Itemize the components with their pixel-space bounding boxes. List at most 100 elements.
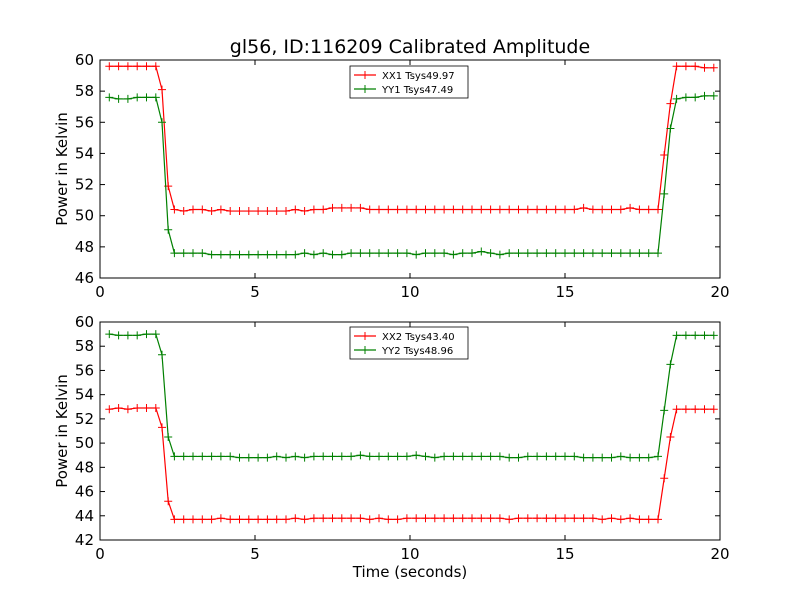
data-point — [468, 249, 476, 258]
data-point — [244, 515, 253, 524]
data-point — [440, 249, 449, 258]
data-point — [365, 515, 374, 524]
data-point — [672, 331, 681, 340]
data-point — [207, 515, 216, 524]
data-point — [309, 514, 318, 523]
data-point — [458, 249, 467, 258]
data-point — [375, 205, 383, 214]
data-point — [164, 225, 173, 234]
data-point — [449, 250, 458, 259]
data-point — [170, 205, 179, 214]
data-point — [486, 205, 495, 214]
data-point — [660, 474, 669, 483]
data-point — [635, 453, 644, 462]
data-point — [272, 250, 281, 259]
data-point — [666, 99, 675, 108]
data-point — [660, 189, 669, 198]
data-point — [495, 205, 504, 214]
x-axis-label: Time (seconds) — [352, 563, 468, 581]
data-point — [449, 452, 458, 461]
data-point — [133, 93, 142, 102]
x-tick-label: 20 — [710, 545, 729, 563]
data-point — [607, 249, 616, 258]
data-point — [672, 405, 681, 414]
legend-label: YY2 Tsys48.96 — [381, 346, 453, 357]
data-point — [291, 452, 300, 461]
data-point — [189, 249, 197, 258]
data-point — [337, 250, 346, 259]
data-point — [309, 205, 318, 214]
data-point — [570, 205, 579, 214]
data-point — [319, 452, 328, 461]
data-point — [570, 249, 579, 258]
data-point — [430, 453, 439, 462]
data-point — [654, 249, 662, 258]
data-point — [282, 515, 290, 524]
data-point — [105, 62, 114, 71]
y-tick-label: 52 — [75, 176, 94, 194]
data-point — [533, 514, 542, 523]
data-point — [300, 515, 309, 524]
data-point — [300, 207, 309, 216]
data-point — [486, 452, 495, 461]
data-point — [514, 249, 523, 258]
data-point — [235, 250, 244, 259]
data-point — [440, 452, 449, 461]
data-point — [533, 249, 542, 258]
data-point — [468, 205, 476, 214]
data-point — [626, 453, 635, 462]
x-tick-label: 15 — [555, 545, 574, 563]
y-tick-label: 46 — [75, 269, 94, 287]
data-point — [347, 249, 356, 258]
data-point — [235, 207, 244, 216]
data-point — [654, 205, 662, 214]
data-point — [598, 453, 607, 462]
data-point — [272, 515, 281, 524]
data-point — [654, 452, 662, 461]
data-point — [254, 515, 263, 524]
data-point — [616, 452, 625, 461]
data-point — [198, 205, 207, 214]
y-tick-label: 46 — [75, 483, 94, 501]
data-point — [666, 360, 675, 369]
data-point — [254, 250, 263, 259]
data-point — [440, 514, 449, 523]
data-point — [375, 452, 383, 461]
data-point — [681, 331, 690, 340]
data-point — [356, 249, 365, 258]
data-point — [421, 452, 430, 461]
data-point — [458, 452, 467, 461]
x-tick-label: 5 — [250, 283, 260, 301]
data-point — [365, 205, 374, 214]
legend-marker — [361, 71, 369, 79]
legend-label: XX1 Tsys49.97 — [382, 71, 455, 82]
data-point — [666, 124, 675, 133]
data-point — [644, 515, 653, 524]
data-point — [402, 452, 411, 461]
data-point — [570, 514, 579, 523]
data-point — [282, 250, 290, 259]
x-tick-label: 20 — [710, 283, 729, 301]
data-point — [226, 250, 235, 259]
data-point — [691, 93, 700, 102]
data-point — [477, 514, 486, 523]
data-point — [607, 205, 616, 214]
data-point — [337, 452, 346, 461]
data-point — [660, 406, 669, 415]
data-point — [328, 203, 337, 212]
data-point — [561, 205, 569, 214]
data-point — [542, 452, 551, 461]
data-point — [189, 205, 197, 214]
data-point — [226, 515, 235, 524]
data-point — [421, 249, 430, 258]
data-point — [179, 515, 188, 524]
data-point — [421, 205, 430, 214]
data-point — [468, 514, 476, 523]
data-point — [430, 249, 439, 258]
data-point — [105, 93, 114, 102]
data-point — [486, 514, 495, 523]
legend-marker — [361, 346, 369, 354]
data-point — [114, 62, 123, 71]
